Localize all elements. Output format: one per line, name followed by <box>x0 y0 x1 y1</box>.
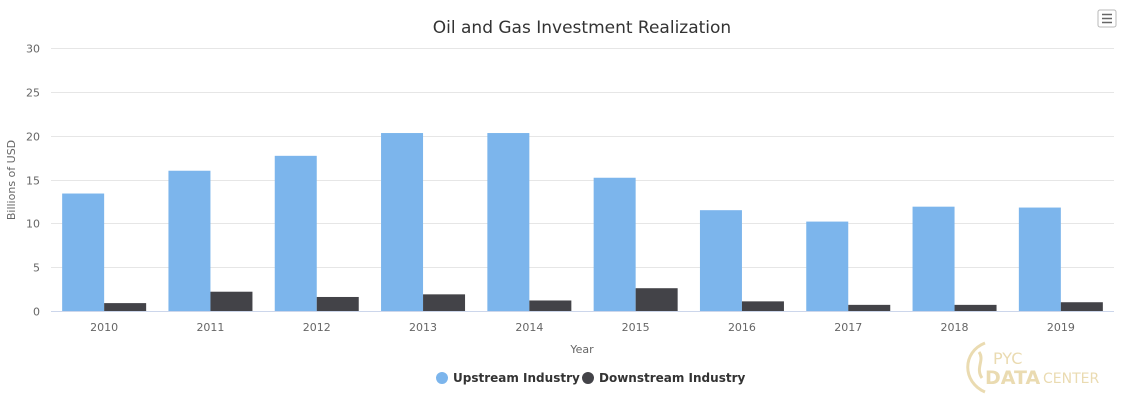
chart-menu-button[interactable] <box>1097 9 1117 28</box>
bar-downstream-2015[interactable] <box>635 288 678 311</box>
bar-downstream-2011[interactable] <box>210 291 253 311</box>
y-tick-label: 20 <box>26 131 40 144</box>
bar-downstream-2019[interactable] <box>1060 302 1103 311</box>
y-tick-label: 10 <box>26 218 40 231</box>
bar-upstream-2018[interactable] <box>912 206 955 311</box>
flame-icon <box>966 341 986 394</box>
x-tick-label: 2019 <box>1047 321 1075 334</box>
x-tick-label: 2014 <box>515 321 543 334</box>
x-tick-label: 2017 <box>834 321 862 334</box>
y-tick-label: 5 <box>33 262 40 275</box>
bar-upstream-2012[interactable] <box>274 155 317 311</box>
bar-downstream-2012[interactable] <box>316 296 359 311</box>
y-tick-label: 25 <box>26 87 40 100</box>
bar-upstream-2013[interactable] <box>381 133 424 311</box>
legend-item-downstream[interactable]: Downstream Industry <box>582 371 745 385</box>
x-tick-label: 2012 <box>303 321 331 334</box>
bar-upstream-2015[interactable] <box>593 177 636 311</box>
bar-upstream-2010[interactable] <box>62 193 105 311</box>
y-axis-ticks: 0 5 10 15 20 25 30 <box>26 43 40 319</box>
x-axis: 2010 2011 2012 2013 2014 2015 2016 2017 2018 2019 <box>51 311 1114 334</box>
x-tick-label: 2015 <box>622 321 650 334</box>
bar-upstream-2014[interactable] <box>487 133 530 311</box>
bar-downstream-2017[interactable] <box>848 304 891 311</box>
bar-upstream-2016[interactable] <box>699 210 742 311</box>
x-tick-label: 2018 <box>941 321 969 334</box>
y-axis-label: Billions of USD <box>5 140 18 220</box>
legend-label: Downstream Industry <box>599 371 745 385</box>
legend-label: Upstream Industry <box>453 371 580 385</box>
hamburger-menu-icon <box>1102 13 1112 24</box>
chart-title: Oil and Gas Investment Realization <box>433 18 731 38</box>
bar-upstream-2011[interactable] <box>168 170 211 311</box>
watermark-line3: CENTER <box>1043 371 1099 387</box>
legend-marker <box>582 372 594 384</box>
watermark-logo: PYC DATA CENTER <box>966 341 1099 394</box>
y-tick-label: 30 <box>26 43 40 56</box>
x-tick-label: 2010 <box>90 321 118 334</box>
bar-upstream-2019[interactable] <box>1018 207 1061 311</box>
legend-item-upstream[interactable]: Upstream Industry <box>436 371 580 385</box>
x-tick-label: 2016 <box>728 321 756 334</box>
x-tick-label: 2011 <box>196 321 224 334</box>
bar-downstream-2010[interactable] <box>104 303 147 311</box>
bar-downstream-2013[interactable] <box>423 294 466 311</box>
gridlines <box>51 48 1114 268</box>
x-axis-label: Year <box>569 343 594 356</box>
bars <box>62 133 1103 311</box>
bar-downstream-2014[interactable] <box>529 300 572 311</box>
bar-downstream-2018[interactable] <box>954 304 997 311</box>
watermark-line1: PYC <box>993 349 1022 368</box>
bar-downstream-2016[interactable] <box>741 301 784 311</box>
watermark-line2: DATA <box>985 367 1040 389</box>
x-tick-label: 2013 <box>409 321 437 334</box>
legend: Upstream Industry Downstream Industry <box>436 371 745 385</box>
legend-marker <box>436 372 448 384</box>
y-tick-label: 0 <box>33 306 40 319</box>
y-tick-label: 15 <box>26 175 40 188</box>
bar-upstream-2017[interactable] <box>806 221 849 311</box>
